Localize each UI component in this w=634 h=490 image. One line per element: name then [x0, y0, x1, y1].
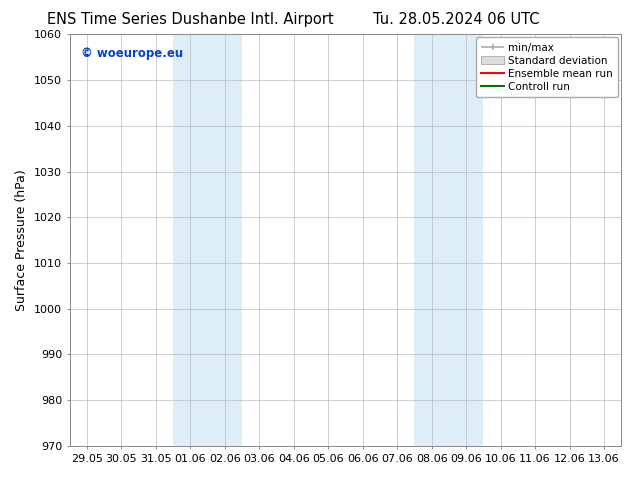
Bar	[415, 34, 483, 446]
Text: © woeurope.eu: © woeurope.eu	[81, 47, 183, 60]
Y-axis label: Surface Pressure (hPa): Surface Pressure (hPa)	[15, 169, 29, 311]
Text: ENS Time Series Dushanbe Intl. Airport: ENS Time Series Dushanbe Intl. Airport	[47, 12, 333, 27]
Legend: min/max, Standard deviation, Ensemble mean run, Controll run: min/max, Standard deviation, Ensemble me…	[476, 37, 618, 97]
Bar	[173, 34, 242, 446]
Text: Tu. 28.05.2024 06 UTC: Tu. 28.05.2024 06 UTC	[373, 12, 540, 27]
